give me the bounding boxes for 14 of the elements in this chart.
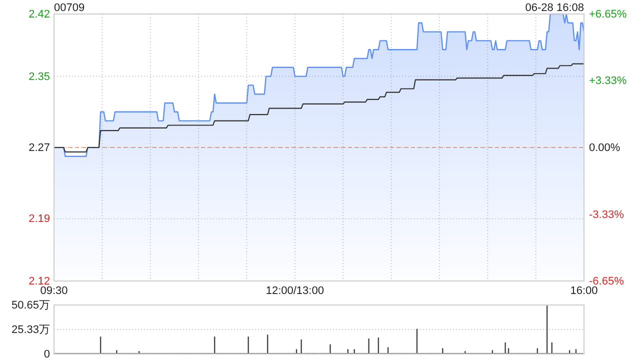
- y-tick-label: 2.42: [28, 8, 50, 21]
- chart-title: 00709: [54, 2, 85, 14]
- y-tick-label: 2.19: [28, 213, 50, 226]
- y-tick-label: 2.27: [28, 142, 50, 154]
- x-tick-label: 12:00/13:00: [266, 284, 324, 297]
- y-tick-label: 25.33万: [11, 324, 50, 336]
- annotation: 06-28 16:08: [525, 2, 584, 14]
- y2-tick-label: -3.33%: [589, 208, 624, 221]
- y2-tick-label: +6.65%: [589, 8, 627, 21]
- y-tick-label: 0: [44, 348, 50, 360]
- y2-tick-label: 0.00%: [589, 142, 620, 154]
- y-tick-label: 2.35: [28, 70, 50, 83]
- y2-tick-label: +3.33%: [589, 75, 627, 88]
- y-tick-label: 50.65万: [11, 300, 50, 312]
